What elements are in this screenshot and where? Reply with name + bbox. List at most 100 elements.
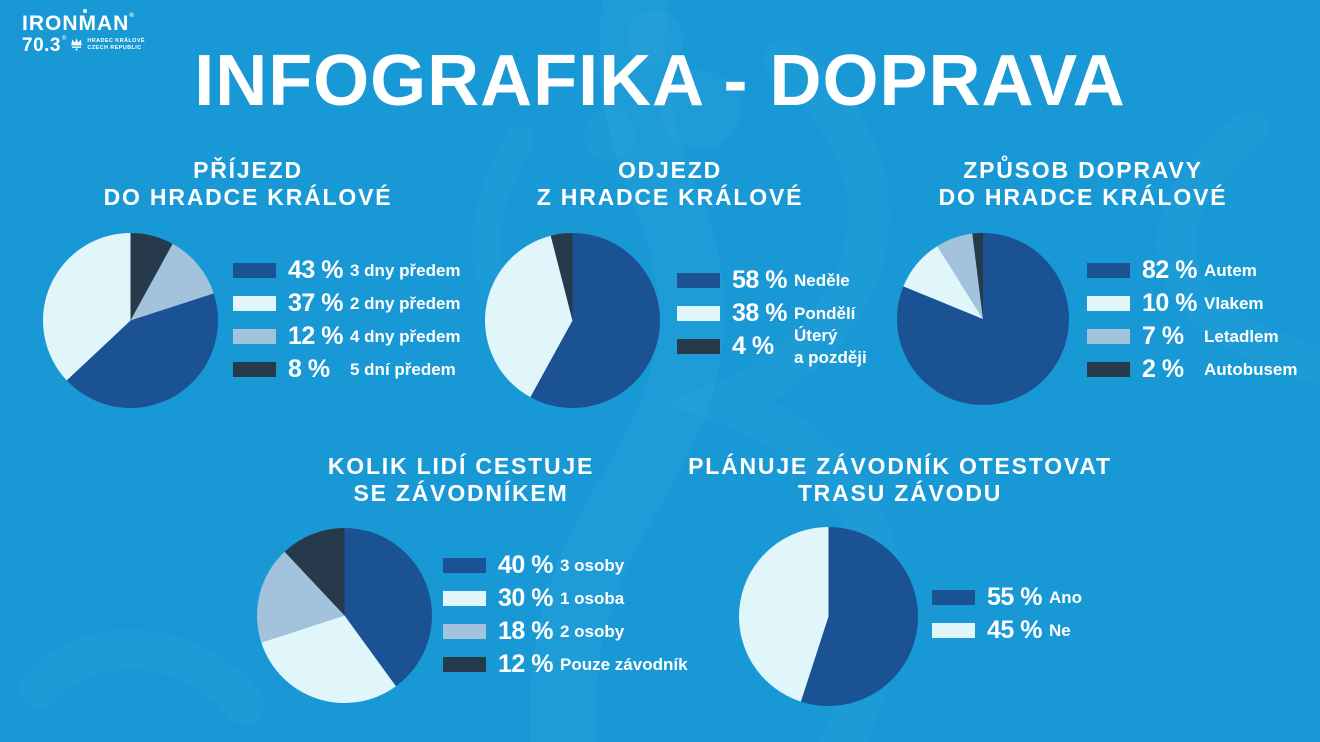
legend-percent: 10 % [1142, 289, 1197, 317]
legend-swatch [233, 329, 276, 344]
registered-mark: ® [61, 36, 67, 42]
legend-swatch [677, 273, 720, 288]
pie-slice [897, 233, 1069, 405]
legend-label: Pondělí [794, 303, 856, 323]
logo-location-text: HRADEC KRÁLOVÉ CZECH REPUBLIC [87, 38, 145, 52]
legend-percent: 2 % [1142, 355, 1184, 383]
legend-item: 38 % Pondělí [677, 299, 867, 327]
crown-icon [71, 38, 83, 51]
legend-swatch [233, 263, 276, 278]
pie-slice [344, 528, 432, 687]
pie-chart-test-trasy [739, 527, 918, 706]
legend-item: 2 % Autobusem [1087, 355, 1298, 383]
legend-swatch [443, 624, 486, 639]
chart-title-kolik-lidi: KOLIK LIDÍ CESTUJE SE ZÁVODNÍKEM [327, 453, 595, 507]
legend-percent: 30 % [498, 584, 553, 612]
pie-chart-odjezd [485, 233, 660, 408]
legend-percent: 40 % [498, 551, 553, 579]
legend-percent: 7 % [1142, 322, 1184, 350]
chart-title-prijezd: PŘÍJEZD DO HRADCE KRÁLOVÉ [103, 157, 393, 211]
pie-chart-prijezd [43, 233, 218, 408]
legend-swatch [443, 558, 486, 573]
chart-title-zpusob-dopravy: ZPŮSOB DOPRAVY DO HRADCE KRÁLOVÉ [938, 157, 1228, 211]
legend-item: 10 % Vlakem [1087, 289, 1298, 317]
legend-swatch [233, 296, 276, 311]
pie-chart-kolik-lidi [257, 528, 432, 703]
legend-label: Vlakem [1204, 293, 1264, 313]
legend-item: 40 % 3 osoby [443, 551, 688, 579]
legend-kolik-lidi: 40 % 3 osoby 30 % 1 osoba 18 % 2 osoby 12 % Pou… [443, 551, 688, 690]
pie-slice [130, 233, 173, 321]
legend-label: 5 dní předem [350, 359, 456, 379]
legend-swatch [1087, 362, 1130, 377]
pie-slice [550, 233, 573, 321]
legend-item: 12 % Pouze závodník [443, 650, 688, 678]
legend-swatch [932, 590, 975, 605]
pie-slice [261, 615, 396, 703]
legend-label: 4 dny předem [350, 326, 461, 346]
legend-swatch [677, 339, 720, 354]
legend-item: 55 % Ano [932, 583, 1082, 611]
logo-subline: 70.3 ® HRADEC KRÁLOVÉ CZECH REPUBLIC [22, 36, 172, 55]
pie-slice [972, 233, 983, 319]
chart-title-odjezd: ODJEZD Z HRADCE KRÁLOVÉ [536, 157, 804, 211]
legend-swatch [443, 591, 486, 606]
legend-zpusob-dopravy: 82 % Autem 10 % Vlakem 7 % Letadlem 2 % Autobus… [1087, 256, 1298, 395]
legend-item: 82 % Autem [1087, 256, 1298, 284]
pie-slice [66, 293, 218, 408]
legend-label: 3 dny předem [350, 260, 461, 280]
chart-title-test-trasy: PLÁNUJE ZÁVODNÍK OTESTOVAT TRASU ZÁVODU [688, 453, 1112, 507]
pie-slice [257, 551, 345, 643]
legend-percent: 12 % [498, 650, 553, 678]
legend-percent: 8 % [288, 355, 330, 383]
legend-percent: 37 % [288, 289, 343, 317]
legend-test-trasy: 55 % Ano 45 % Ne [932, 583, 1082, 656]
legend-label: 2 osoby [560, 621, 625, 641]
legend-item: 4 % Úterý a později [677, 326, 867, 367]
legend-label: Autem [1204, 260, 1257, 280]
legend-label: Úterý a později [794, 326, 867, 367]
legend-item: 43 % 3 dny předem [233, 256, 461, 284]
legend-swatch [443, 657, 486, 672]
legend-item: 7 % Letadlem [1087, 322, 1298, 350]
legend-odjezd: 58 % Neděle 38 % Pondělí 4 % Úterý a později [677, 266, 867, 372]
pie-slice [739, 527, 829, 702]
pie-slice [284, 528, 345, 616]
legend-item: 30 % 1 osoba [443, 584, 688, 612]
legend-percent: 12 % [288, 322, 343, 350]
legend-label: 3 osoby [560, 555, 625, 575]
ironman-brand-text: IRONMAN [22, 12, 130, 35]
legend-percent: 38 % [732, 299, 787, 327]
legend-label: 2 dny předem [350, 293, 461, 313]
pie-slice [130, 243, 214, 321]
legend-percent: 82 % [1142, 256, 1197, 284]
legend-percent: 18 % [498, 617, 553, 645]
legend-percent: 43 % [288, 256, 343, 284]
legend-prijezd: 43 % 3 dny předem 37 % 2 dny předem 12 % 4 dn… [233, 256, 461, 395]
pie-chart-zpusob-dopravy [897, 233, 1069, 405]
legend-label: Autobusem [1204, 359, 1298, 379]
ironman-wordmark: IRONMAN® [22, 9, 172, 35]
legend-label: Letadlem [1204, 326, 1279, 346]
legend-item: 37 % 2 dny předem [233, 289, 461, 317]
legend-item: 12 % 4 dny předem [233, 322, 461, 350]
legend-item: 45 % Ne [932, 616, 1082, 644]
legend-item: 58 % Neděle [677, 266, 867, 294]
legend-label: 1 osoba [560, 588, 625, 608]
legend-label: Pouze závodník [560, 654, 688, 674]
pie-slice [530, 233, 660, 408]
series-70-3: 70.3 [22, 35, 61, 56]
legend-swatch [233, 362, 276, 377]
legend-percent: 55 % [987, 583, 1042, 611]
legend-percent: 4 % [732, 332, 774, 360]
legend-swatch [1087, 296, 1130, 311]
ironman-703-logo: IRONMAN® 70.3 ® HRADEC KRÁLOVÉ CZECH REP… [22, 9, 172, 55]
page-title: INFOGRAFIKA - DOPRAVA [194, 41, 1126, 121]
legend-swatch [1087, 263, 1130, 278]
legend-label: Neděle [794, 270, 850, 290]
registered-mark: ® [129, 13, 135, 19]
pie-slice [800, 527, 918, 706]
legend-item: 18 % 2 osoby [443, 617, 688, 645]
legend-swatch [677, 306, 720, 321]
